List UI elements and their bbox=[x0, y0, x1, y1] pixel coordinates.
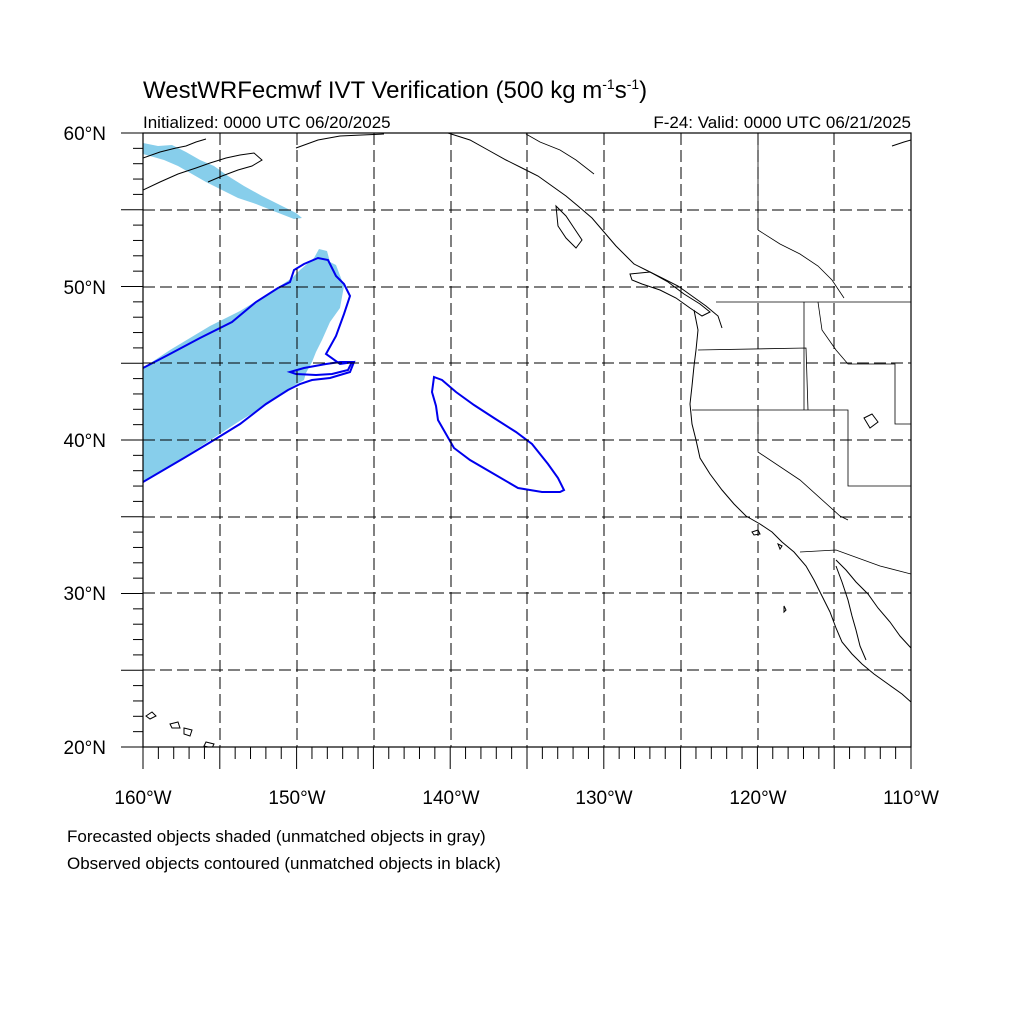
political-borders bbox=[525, 133, 911, 575]
forecast-object-main bbox=[143, 249, 344, 482]
figure-title: WestWRFecmwf IVT Verification (500 kg m-… bbox=[143, 76, 647, 104]
observed-object-main bbox=[143, 256, 356, 483]
forecast-object-north bbox=[143, 143, 302, 219]
lon-label: 120°W bbox=[729, 788, 786, 809]
latitude-labels: 60°N 50°N 40°N 30°N 20°N bbox=[64, 124, 106, 759]
observed-objects bbox=[143, 256, 566, 493]
axis-ticks bbox=[121, 132, 912, 769]
lat-label: 60°N bbox=[64, 124, 106, 145]
graticule bbox=[143, 133, 911, 747]
observed-object-inner-lobe bbox=[286, 361, 354, 377]
lat-label: 40°N bbox=[64, 431, 106, 452]
lon-label: 110°W bbox=[883, 788, 939, 809]
lat-label: 20°N bbox=[64, 738, 106, 759]
observed-object-offshore bbox=[430, 375, 566, 493]
forecast-objects bbox=[143, 143, 344, 482]
footnote-observed: Observed objects contoured (unmatched ob… bbox=[67, 854, 501, 873]
valid-time-label: F-24: Valid: 0000 UTC 06/21/2025 bbox=[653, 113, 911, 132]
lon-label: 160°W bbox=[114, 788, 171, 809]
coastlines bbox=[143, 133, 911, 747]
lat-label: 30°N bbox=[64, 584, 106, 605]
map-panel bbox=[143, 133, 911, 747]
lon-label: 130°W bbox=[575, 788, 632, 809]
footnote-forecast: Forecasted objects shaded (unmatched obj… bbox=[67, 827, 486, 846]
longitude-labels: 160°W 150°W 140°W 130°W 120°W 110°W bbox=[114, 788, 939, 809]
init-time-label: Initialized: 0000 UTC 06/20/2025 bbox=[143, 113, 391, 132]
lon-label: 140°W bbox=[422, 788, 479, 809]
lon-label: 150°W bbox=[268, 788, 325, 809]
lat-label: 50°N bbox=[64, 278, 106, 299]
